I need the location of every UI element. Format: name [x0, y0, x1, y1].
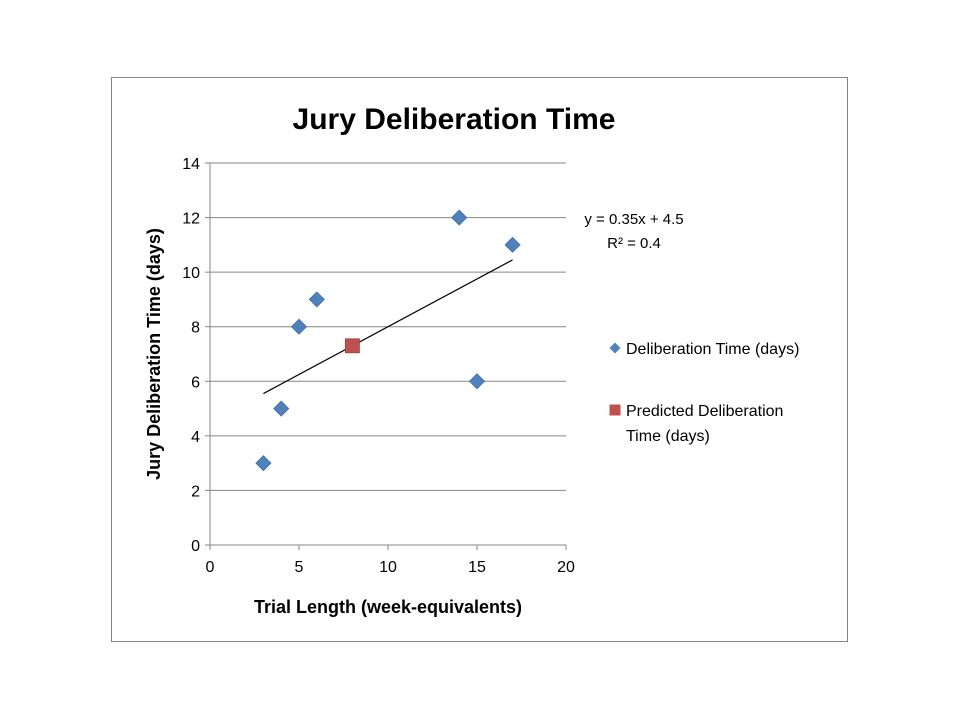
- trendline-group: [263, 259, 513, 395]
- y-tick-label: 4: [191, 429, 200, 446]
- trendline-equation: y = 0.35x + 4.5: [584, 211, 683, 228]
- scatter-chart: Jury Deliberation Time 0 2 4 6 8 10 12 14 0 5 10 15…: [144, 103, 799, 617]
- y-tick-label: 14: [182, 156, 200, 173]
- axes: [205, 162, 567, 550]
- y-tick-label: 2: [191, 483, 200, 500]
- data-point-diamond: [451, 209, 468, 226]
- legend-marker-diamond: [609, 342, 621, 354]
- gridlines: [210, 162, 566, 491]
- data-point-diamond: [468, 373, 486, 390]
- trendline-r-squared: R² = 0.4: [607, 235, 661, 252]
- x-tick-label: 5: [295, 559, 304, 576]
- legend-label: Time (days): [626, 428, 710, 445]
- y-tick-label: 10: [182, 265, 200, 282]
- data-point-square: [344, 338, 360, 354]
- x-axis-title: Trial Length (week-equivalents): [254, 597, 522, 617]
- data-points: [255, 209, 521, 472]
- data-point-diamond: [290, 318, 308, 335]
- x-tick-label: 20: [557, 559, 575, 576]
- chart-title: Jury Deliberation Time: [293, 103, 616, 136]
- y-tick-label: 8: [191, 320, 200, 337]
- legend-label: Deliberation Time (days): [626, 341, 799, 358]
- x-tick-label: 10: [379, 559, 397, 576]
- data-point-diamond: [255, 455, 272, 472]
- y-tick-label: 12: [182, 211, 200, 228]
- legend-marker-square: [609, 404, 621, 416]
- x-tick-label: 15: [468, 559, 486, 576]
- data-point-diamond: [504, 236, 521, 253]
- x-tick-label: 0: [206, 559, 215, 576]
- trendline: [263, 259, 513, 395]
- y-tick-label: 6: [191, 374, 200, 391]
- y-axis-title: Jury Deliberation Time (days): [144, 228, 164, 480]
- chart-area: Jury Deliberation Time 0 2 4 6 8 10 12 14 0 5 10 15…: [111, 77, 848, 642]
- legend-label: Predicted Deliberation: [626, 403, 783, 420]
- data-point-diamond: [308, 291, 325, 308]
- data-point-diamond: [273, 400, 290, 417]
- tick-labels: 0 2 4 6 8 10 12 14 0 5 10 15 20: [182, 156, 575, 576]
- legend: Deliberation Time (days) Predicted Delibe…: [609, 341, 799, 445]
- y-tick-label: 0: [191, 538, 200, 555]
